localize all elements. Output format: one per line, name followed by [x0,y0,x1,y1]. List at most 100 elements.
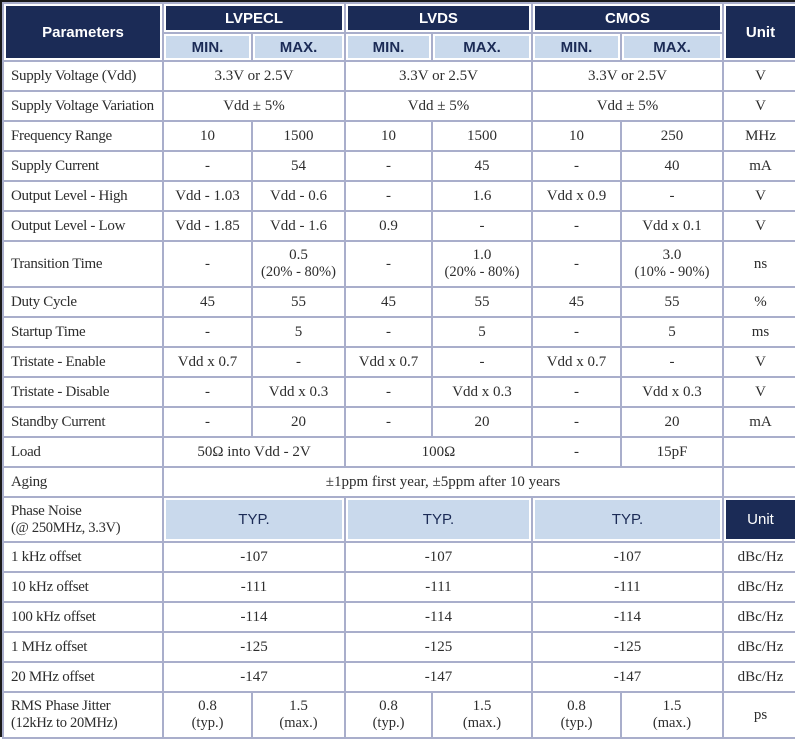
value-text: 0.8 [198,698,217,715]
param-cell-output-level-high: Output Level - High [2,180,164,212]
value-text: 1.5 [289,698,308,715]
value-subtext: (max.) [462,715,502,732]
unit-cell: V [722,346,795,378]
table-row-load: Load 50Ω into Vdd - 2V 100Ω - 15pF [2,436,795,468]
value-text: - [479,354,485,370]
value-subtext: (max.) [279,715,318,732]
typ-header-label: TYP. [611,511,644,528]
value-cell: - [344,150,433,182]
value-text: Vdd x 0.7 [358,354,419,370]
value-cell: - [162,316,253,348]
value-cell: -114 [344,601,533,633]
value-text: Vdd - 1.6 [269,218,328,234]
value-cell: Vdd x 0.1 [620,210,724,242]
value-cell: 0.8 (typ.) [162,691,253,739]
value-text: 100Ω [421,444,456,460]
param-cell-offset-20mhz: 20 MHz offset [2,661,164,693]
group-label-lvpecl: LVPECL [224,9,284,27]
value-cell: - [344,406,433,438]
value-cell: -111 [531,571,724,603]
unit-cell: V [722,60,795,92]
value-cell: 3.0 (10% - 90%) [620,240,724,288]
table-row-frequency-range: Frequency Range 10 1500 10 1500 10 250 MHz [2,120,795,152]
value-text: 1.5 [662,698,682,715]
param-cell-offset-100khz: 100 kHz offset [2,601,164,633]
param-cell-tristate-enable: Tristate - Enable [2,346,164,378]
value-text: 10 [200,128,215,144]
value-cell: 40 [620,150,724,182]
value-cell: -147 [531,661,724,693]
param-label: 1 kHz offset [11,548,82,565]
param-cell-load: Load [2,436,164,468]
value-text: 50Ω into Vdd - 2V [197,444,311,460]
table-row-offset-20mhz: 20 MHz offset -147 -147 -147 dBc/Hz [2,661,795,693]
value-text: -107 [424,549,453,565]
param-label: Standby Current [11,413,106,430]
value-text: 0.9 [379,218,398,234]
value-cell: 55 [251,286,346,318]
value-text: Vdd x 0.9 [546,188,607,204]
group-label-cmos: CMOS [605,9,650,27]
value-text: -125 [424,639,453,655]
value-cell: Vdd - 1.85 [162,210,253,242]
value-cell: Vdd x 0.3 [620,376,724,408]
unit-cell: ns [722,240,795,288]
value-cell: 10 [531,120,622,152]
value-text: 40 [664,158,680,174]
param-cell-duty-cycle: Duty Cycle [2,286,164,318]
value-text: - [296,354,301,370]
value-cell: 50Ω into Vdd - 2V [162,436,346,468]
param-cell-transition-time: Transition Time [2,240,164,288]
value-text: -125 [613,639,642,655]
value-cell: Vdd x 0.7 [531,346,622,378]
param-cell-supply-current: Supply Current [2,150,164,182]
value-text: - [574,256,579,272]
value-cell: -111 [162,571,346,603]
unit-cell: ps [722,691,795,739]
group-header-cmos: CMOS [531,2,724,34]
value-cell: 0.5 (20% - 80%) [251,240,346,288]
value-text: -147 [424,669,453,685]
value-subtext: (typ.) [191,715,224,732]
param-cell-supply-voltage-variation: Supply Voltage Variation [2,90,164,122]
value-cell: 45 [431,150,533,182]
value-cell: - [531,240,622,288]
value-cell: -107 [162,541,346,573]
value-cell: Vdd ± 5% [531,90,724,122]
typ-header-cell: TYP. [162,496,346,543]
param-label: Output Level - High [11,187,128,204]
unit-cell: dBc/Hz [722,541,795,573]
value-subtext: (typ.) [372,715,405,732]
value-text: 55 [291,294,306,310]
value-text: - [479,218,485,234]
value-text: - [574,324,579,340]
value-cell: -111 [344,571,533,603]
value-cell: - [344,316,433,348]
param-label: 10 kHz offset [11,578,89,595]
value-cell: 5 [431,316,533,348]
unit-header-label: Unit [745,23,776,41]
value-text: - [205,256,210,272]
value-cell: - [620,346,724,378]
value-cell: -125 [344,631,533,663]
value-subtext: (20% - 80%) [261,264,336,281]
value-text: - [205,384,210,400]
value-text: 1.5 [472,698,492,715]
parameters-header-cell: Parameters [2,2,164,62]
param-cell-supply-voltage: Supply Voltage (Vdd) [2,60,164,92]
value-cell: 100Ω [344,436,533,468]
value-cell: 3.3V or 2.5V [344,60,533,92]
typ-header-label: TYP. [422,511,455,528]
value-cell: 45 [344,286,433,318]
value-subtext: (typ.) [560,715,593,732]
subheader-lvds-min: MIN. [344,32,433,62]
value-cell: 54 [251,150,346,182]
value-cell: ±1ppm first year, ±5ppm after 10 years [162,466,724,498]
param-label-line2: (@ 250MHz, 3.3V) [11,519,121,536]
param-cell-offset-1mhz: 1 MHz offset [2,631,164,663]
value-text: Vdd - 1.85 [175,218,240,234]
param-label: Startup Time [11,323,86,340]
param-cell-rms-phase-jitter: RMS Phase Jitter (12kHz to 20MHz) [2,691,164,739]
unit-cell: V [722,180,795,212]
